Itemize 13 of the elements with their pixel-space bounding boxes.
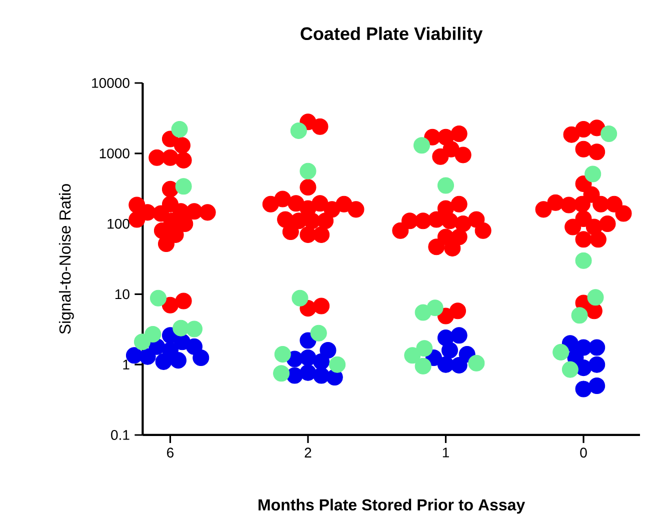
y-axis-title: Signal-to-Noise Ratio — [58, 184, 74, 334]
x-tick-label: 1 — [442, 448, 449, 458]
y-tick-label: 10 — [115, 289, 130, 300]
y-tick-label: 1 — [123, 360, 130, 370]
x-tick-label: 2 — [304, 448, 312, 458]
y-tick-label: 100 — [108, 218, 130, 229]
y-tick-label: 10000 — [92, 78, 130, 88]
chart-title: Coated Plate Viability — [300, 26, 483, 44]
y-tick-label: 1000 — [100, 148, 130, 158]
y-tick-label: 0.1 — [111, 430, 130, 440]
x-tick-label: 6 — [167, 448, 174, 458]
x-axis-title: Months Plate Stored Prior to Assay — [258, 498, 526, 514]
x-tick-label: 0 — [580, 448, 587, 458]
